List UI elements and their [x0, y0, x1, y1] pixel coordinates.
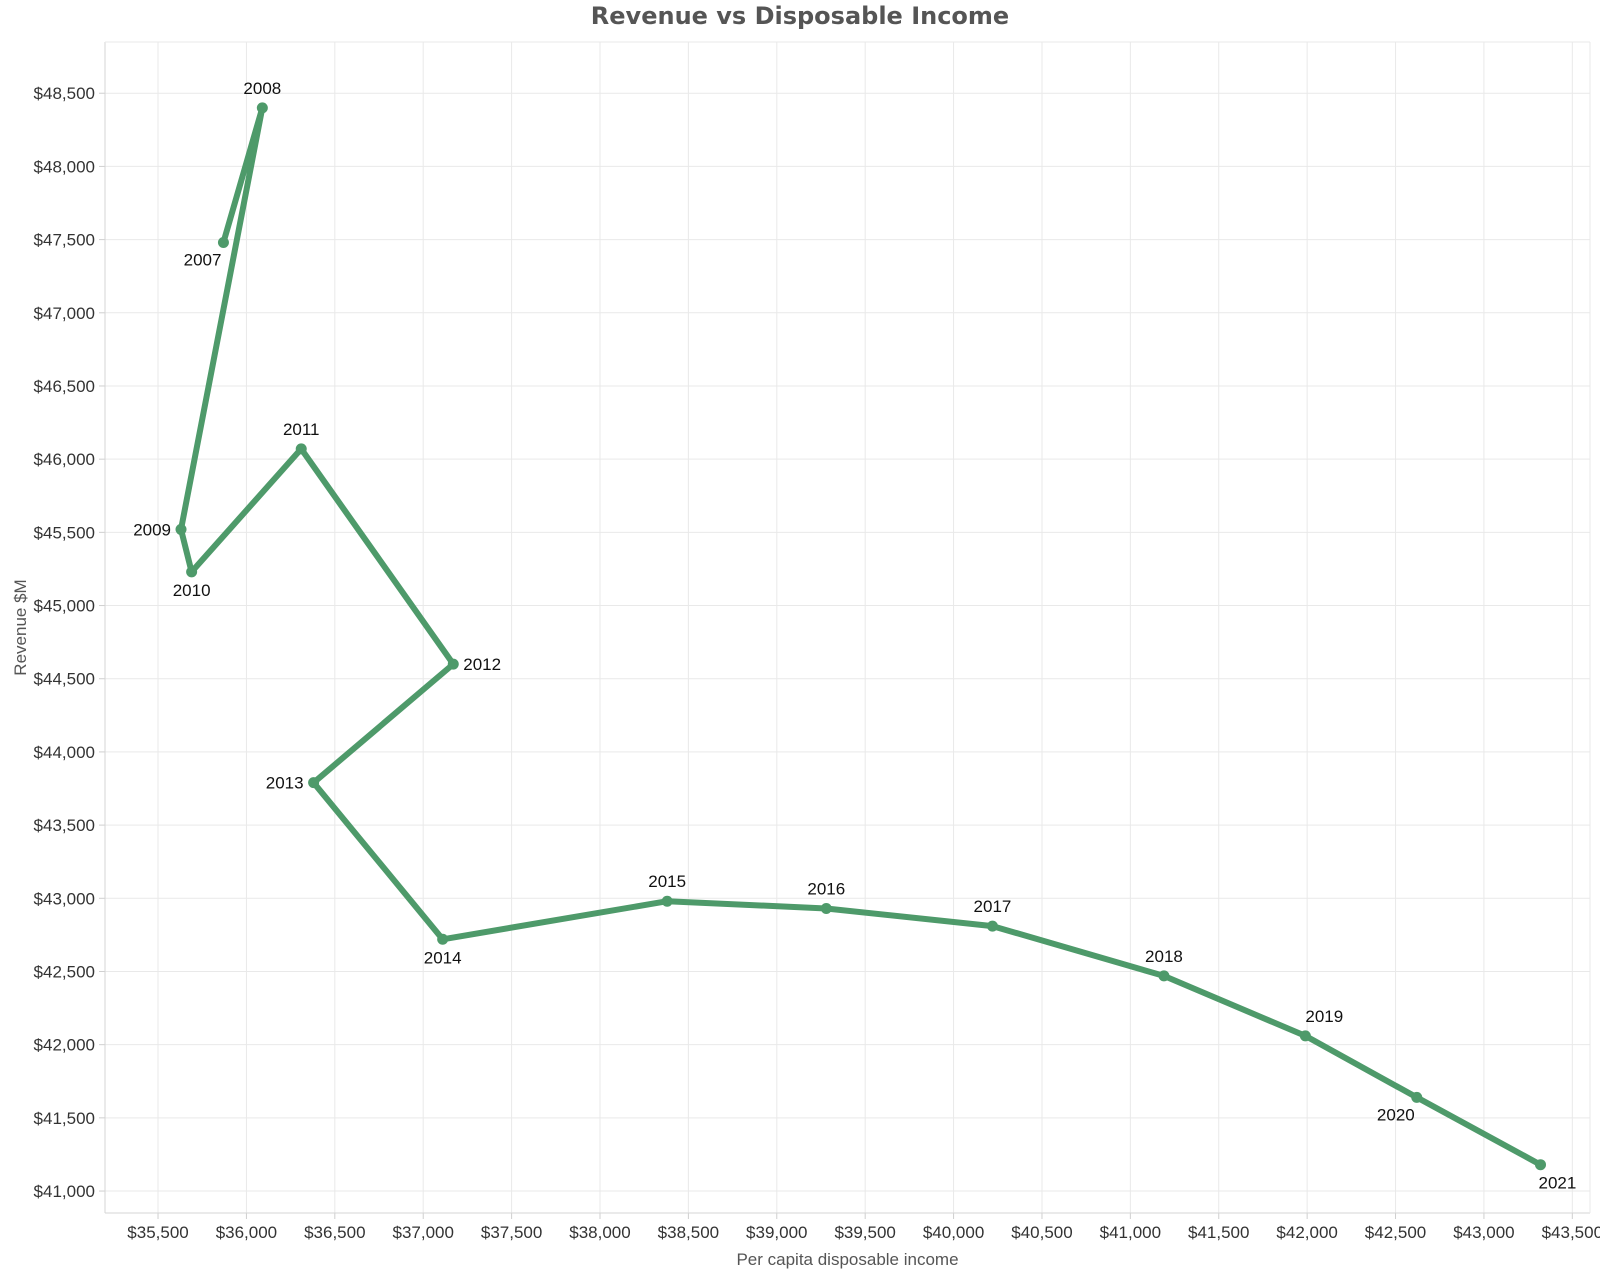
y-tick-label: $41,000 — [34, 1182, 95, 1201]
y-axis-title: Revenue $M — [11, 579, 30, 675]
data-point — [1411, 1091, 1423, 1103]
y-tick-label: $48,000 — [34, 157, 95, 176]
data-point — [217, 237, 229, 249]
x-tick-label: $42,500 — [1365, 1223, 1426, 1242]
data-point-label: 2019 — [1305, 1007, 1343, 1026]
data-point-label: 2015 — [648, 872, 686, 891]
data-point — [256, 102, 268, 114]
axis-layer: $35,500 $36,000 $36,500 $37,000 $37,500 $38,0… — [34, 41, 1600, 1242]
data-point-label: 2020 — [1377, 1105, 1415, 1124]
label-layer: 2007 2008 2009 2010 2011 2012 2013 2014 2015 2016… — [133, 79, 1576, 1193]
x-tick-label: $41,000 — [1100, 1223, 1161, 1242]
y-tick-label: $45,000 — [34, 597, 95, 616]
y-tick-label: $47,500 — [34, 231, 95, 250]
data-point — [437, 933, 449, 945]
data-point — [186, 566, 198, 578]
x-tick-label: $40,500 — [1011, 1223, 1072, 1242]
y-tick-label: $46,000 — [34, 450, 95, 469]
data-point-label: 2018 — [1145, 947, 1183, 966]
x-tick-label: $38,000 — [569, 1223, 630, 1242]
x-tick-label: $38,500 — [658, 1223, 719, 1242]
y-tick-label: $44,500 — [34, 670, 95, 689]
y-tick-label: $44,000 — [34, 743, 95, 762]
data-point-label: 2013 — [266, 774, 304, 793]
data-point — [1299, 1030, 1311, 1042]
x-tick-label: $43,500 — [1542, 1223, 1600, 1242]
data-point-label: 2021 — [1539, 1174, 1577, 1193]
x-tick-label: $42,000 — [1276, 1223, 1337, 1242]
x-tick-label: $39,000 — [746, 1223, 807, 1242]
y-tick-label: $48,500 — [34, 84, 95, 103]
data-point — [820, 903, 832, 915]
x-tick-label: $43,000 — [1453, 1223, 1514, 1242]
y-tick-label: $45,500 — [34, 523, 95, 542]
y-tick-label: $42,500 — [34, 962, 95, 981]
data-point-label: 2008 — [243, 79, 281, 98]
x-axis-title: Per capita disposable income — [736, 1250, 958, 1269]
data-point — [1535, 1159, 1546, 1171]
y-tick-label: $43,000 — [34, 889, 95, 908]
data-point — [986, 920, 998, 932]
y-tick-label: $46,500 — [34, 377, 95, 396]
data-point-label: 2011 — [283, 420, 320, 439]
y-tick-label: $47,000 — [34, 304, 95, 323]
x-tick-label: $40,000 — [923, 1223, 984, 1242]
data-point-label: 2014 — [424, 948, 462, 967]
x-tick-label: $39,500 — [834, 1223, 895, 1242]
data-point — [295, 443, 307, 455]
data-point — [661, 895, 673, 907]
y-tick-label: $41,500 — [34, 1109, 95, 1128]
chart-title: Revenue vs Disposable Income — [590, 2, 1010, 30]
x-tick-label: $35,500 — [127, 1223, 188, 1242]
data-point — [308, 777, 320, 789]
data-point-label: 2016 — [807, 880, 845, 899]
data-point-label: 2009 — [133, 520, 171, 539]
data-point-label: 2012 — [463, 655, 501, 674]
y-tick-label: $42,000 — [34, 1036, 95, 1055]
data-point — [175, 523, 187, 535]
data-point — [447, 658, 459, 670]
x-tick-label: $41,500 — [1188, 1223, 1249, 1242]
x-tick-label: $37,000 — [392, 1223, 453, 1242]
x-tick-label: $37,500 — [481, 1223, 542, 1242]
data-point-label: 2007 — [184, 251, 222, 270]
data-point-label: 2010 — [173, 581, 211, 600]
data-point — [1158, 970, 1170, 982]
x-tick-label: $36,000 — [216, 1223, 277, 1242]
data-point-label: 2017 — [974, 897, 1012, 916]
x-tick-label: $36,500 — [304, 1223, 365, 1242]
grid-layer — [105, 42, 1590, 1213]
y-tick-label: $43,500 — [34, 816, 95, 835]
series-layer — [175, 102, 1546, 1171]
